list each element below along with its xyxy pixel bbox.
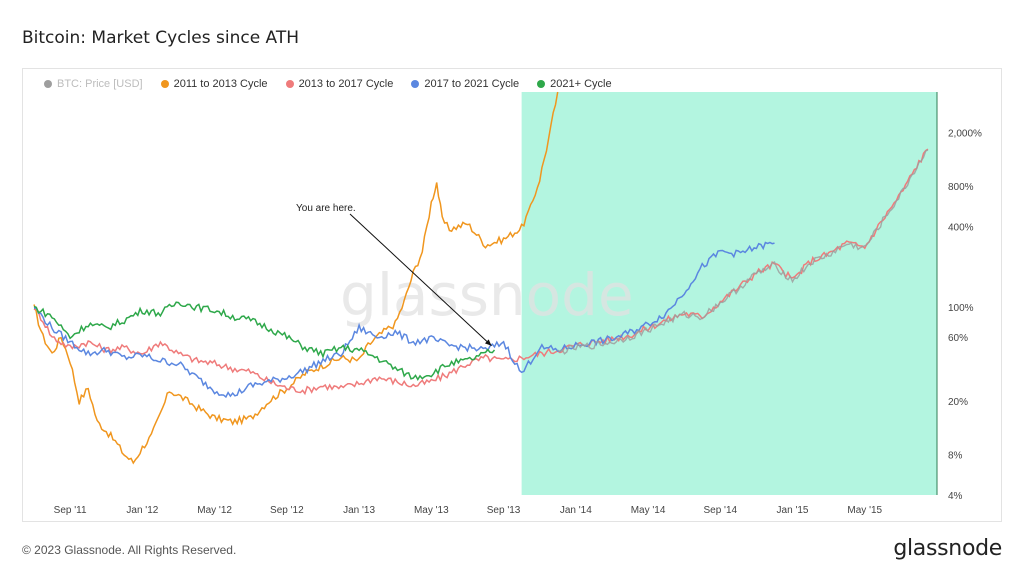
series-line-2017-to-2021-cycle: [33, 241, 775, 399]
y-tick-label: 4%: [948, 491, 963, 502]
y-tick-label: 8%: [948, 451, 963, 462]
series-line-2013-to-2017-cycle: [33, 148, 929, 396]
legend-dot: [285, 80, 294, 88]
series-line-2011-to-2013-cycle: [33, 91, 559, 465]
legend-dot: [411, 80, 420, 88]
annotation-text: You are here.: [296, 203, 356, 214]
legend-label: 2021+ Cycle: [550, 78, 612, 90]
glassnode-logo: glassnode: [893, 536, 1002, 561]
legend-item-2021-cycle[interactable]: 2021+ Cycle: [537, 78, 612, 90]
y-tick-label: 20%: [948, 397, 968, 408]
annotation-arrow-line: [349, 213, 492, 347]
watermark: glassnode: [340, 261, 634, 329]
series-line-2021-cycle: [33, 301, 496, 381]
y-tick-label: 800%: [948, 182, 974, 193]
legend-item-2017-to-2021-cycle[interactable]: 2017 to 2021 Cycle: [411, 78, 519, 90]
x-tick-label: May '12: [197, 505, 232, 516]
legend-item-btc-price-usd[interactable]: BTC: Price [USD]: [44, 78, 143, 90]
x-tick-label: May '15: [847, 505, 882, 516]
x-tick-label: Jan '14: [560, 505, 592, 516]
y-tick-label: 100%: [948, 303, 974, 314]
legend-label: 2011 to 2013 Cycle: [173, 78, 268, 90]
y-tick-label: 2,000%: [948, 128, 982, 139]
x-tick-label: May '14: [631, 505, 666, 516]
x-tick-label: Jan '12: [126, 505, 158, 516]
x-tick-label: Sep '13: [487, 505, 521, 516]
x-tick-label: Jan '15: [777, 505, 809, 516]
page-title: Bitcoin: Market Cycles since ATH: [22, 28, 300, 48]
chart-frame: [22, 68, 1002, 522]
chart-legend: BTC: Price [USD] 2011 to 2013 Cycle 2013 t…: [44, 78, 612, 90]
x-tick-label: Jan '13: [343, 505, 375, 516]
x-tick-label: May '13: [414, 505, 449, 516]
x-tick-label: Sep '14: [703, 505, 737, 516]
copyright-text: © 2023 Glassnode. All Rights Reserved.: [22, 543, 237, 557]
legend-dot: [537, 80, 546, 88]
x-tick-label: Sep '12: [270, 505, 304, 516]
y-tick-label: 60%: [948, 333, 968, 344]
legend-label: 2013 to 2017 Cycle: [298, 78, 394, 90]
series-line-btc-price-usd: [557, 149, 929, 355]
legend-item-2011-to-2013-cycle[interactable]: 2011 to 2013 Cycle: [160, 78, 268, 90]
legend-label: BTC: Price [USD]: [57, 78, 143, 90]
annotation-arrow-head: [484, 339, 492, 346]
legend-dot: [44, 80, 52, 88]
legend-label: 2017 to 2021 Cycle: [424, 78, 520, 90]
legend-dot: [160, 80, 169, 88]
x-tick-label: Sep '11: [54, 505, 87, 516]
y-tick-label: 400%: [948, 222, 974, 233]
legend-item-2013-to-2017-cycle[interactable]: 2013 to 2017 Cycle: [285, 78, 394, 90]
